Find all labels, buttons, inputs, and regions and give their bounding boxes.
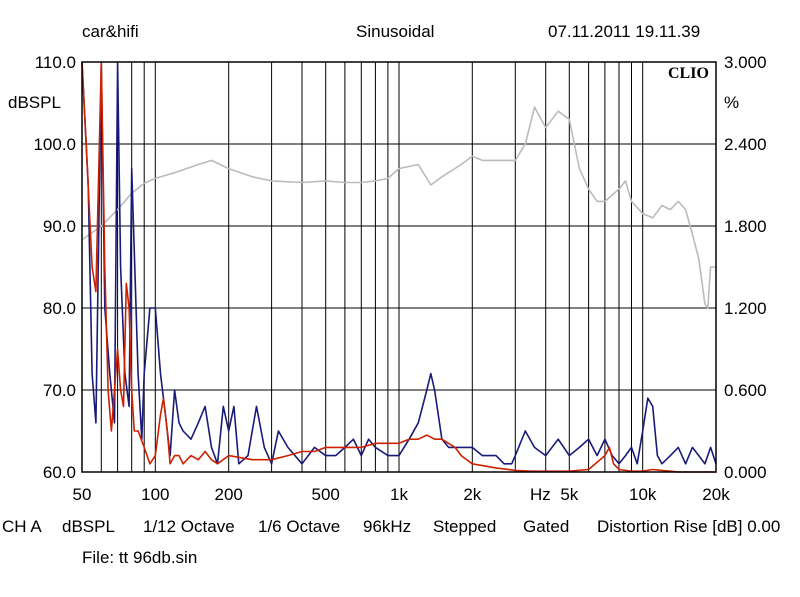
- x-tick-label: 5k: [560, 485, 578, 504]
- series-line-3: [81, 61, 716, 473]
- y-tick-label: 60.0: [43, 463, 76, 482]
- y-tick-label: 110.0: [35, 53, 76, 72]
- x-tick-label: 500: [312, 485, 340, 504]
- x-unit-label: Hz: [530, 485, 551, 504]
- y2-axis-label: %: [724, 93, 739, 112]
- y2-tick-label: 0.600: [724, 381, 767, 400]
- file-label: File: tt 96db.sin: [82, 548, 198, 567]
- x-tick-label: 100: [141, 485, 169, 504]
- brand-label: car&hifi: [82, 22, 139, 41]
- clio-logo: CLIO: [668, 65, 709, 82]
- x-tick-label: 10k: [629, 485, 657, 504]
- channel-label: CH A: [2, 517, 42, 536]
- y-tick-label: 80.0: [43, 299, 76, 318]
- y2-tick-label: 3.000: [724, 53, 767, 72]
- smoothing-label-1: 1/12 Octave: [143, 517, 235, 536]
- y-tick-label: 100.0: [33, 135, 76, 154]
- y2-tick-label: 1.800: [724, 217, 767, 236]
- smoothing-label-2: 1/6 Octave: [258, 517, 341, 536]
- frequency-response-chart: 50 100 200 500 1k 2k 5k 10k 20k 60.0 70.0 80.0 90.0 1…: [8, 53, 767, 504]
- unit-label: dBSPL: [62, 517, 115, 536]
- x-tick-label: 2k: [463, 485, 481, 504]
- series-line-2: [81, 61, 717, 465]
- y-axis-label: dBSPL: [8, 93, 61, 112]
- y-tick-label: 70.0: [43, 381, 76, 400]
- measurement-mode: Sinusoidal: [356, 22, 435, 41]
- x-tick-label: 200: [215, 485, 243, 504]
- series-line-1: [81, 106, 716, 309]
- x-tick-label: 1k: [390, 485, 408, 504]
- series-group: [81, 61, 717, 473]
- x-tick-label: 50: [73, 485, 92, 504]
- timestamp: 07.11.2011 19.11.39: [548, 22, 701, 41]
- x-tick-label: 20k: [702, 485, 730, 504]
- sweep-type-label: Stepped: [433, 517, 497, 536]
- sample-rate-label: 96kHz: [363, 517, 412, 536]
- plot-frame: [81, 61, 717, 473]
- tick-labels: 50 100 200 500 1k 2k 5k 10k 20k 60.0 70.0 80.0 90.0 1…: [33, 53, 766, 504]
- y2-tick-label: 1.200: [724, 299, 767, 318]
- y2-tick-label: 0.000: [724, 463, 767, 482]
- y2-tick-label: 2.400: [724, 135, 767, 154]
- y-tick-label: 90.0: [43, 217, 76, 236]
- window-label: Gated: [523, 517, 570, 536]
- distortion-label: Distortion Rise [dB] 0.00: [597, 517, 781, 536]
- grid: [82, 62, 716, 472]
